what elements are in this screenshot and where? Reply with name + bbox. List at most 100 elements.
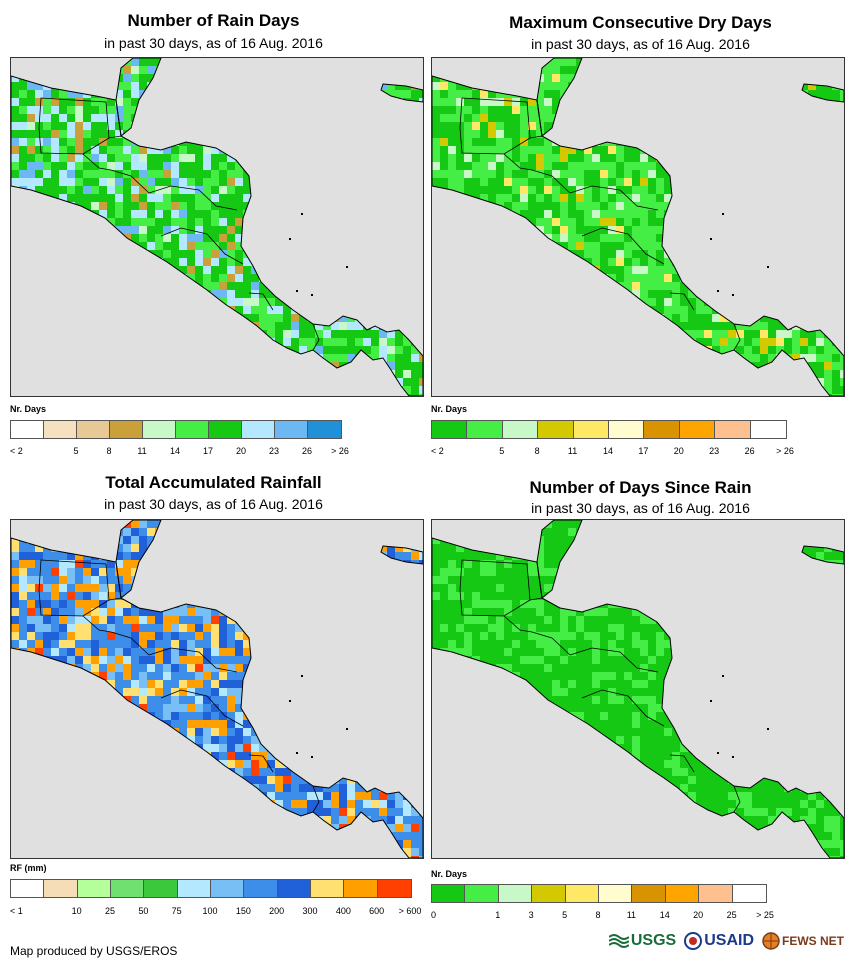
island bbox=[710, 700, 712, 702]
coastline bbox=[536, 520, 583, 599]
country-border bbox=[581, 689, 665, 727]
panel-subtitle: in past 30 days, as of 16 Aug. 2016 bbox=[531, 36, 750, 52]
legend-tick-label: 5 bbox=[73, 446, 79, 456]
legend-tick-label: 10 bbox=[71, 906, 82, 916]
legend-swatch bbox=[732, 885, 766, 902]
legend-tick-label: 20 bbox=[235, 446, 247, 456]
legend-swatch bbox=[644, 421, 680, 438]
coastline bbox=[11, 537, 423, 858]
legend-swatch bbox=[177, 880, 211, 897]
island bbox=[311, 294, 313, 296]
coastline bbox=[432, 537, 844, 858]
panel-title: Number of Days Since Rain bbox=[529, 478, 752, 497]
legend-bar bbox=[431, 884, 767, 903]
legend-swatch bbox=[699, 885, 733, 902]
coastline bbox=[432, 75, 844, 396]
legend-tick-label: 8 bbox=[595, 910, 601, 920]
legend-swatch bbox=[467, 421, 503, 438]
legend-tick-label: > 26 bbox=[776, 446, 794, 456]
coastline bbox=[801, 83, 844, 103]
legend-label: Nr. Days bbox=[431, 404, 468, 414]
legend-tick-label: 14 bbox=[602, 446, 614, 456]
panel-title: Maximum Consecutive Dry Days bbox=[509, 13, 772, 32]
legend-swatch bbox=[209, 421, 242, 438]
legend-swatch bbox=[502, 421, 539, 438]
legend-swatch bbox=[210, 880, 245, 897]
legend-swatch bbox=[538, 421, 574, 438]
legend-swatch bbox=[11, 421, 44, 438]
coastline bbox=[115, 58, 162, 137]
legend-tick-label: 75 bbox=[171, 906, 182, 916]
legend-tick-label: < 2 bbox=[10, 446, 23, 456]
island bbox=[301, 213, 303, 215]
legend-tick-label: > 25 bbox=[756, 910, 774, 920]
legend-swatch bbox=[310, 880, 345, 897]
usgs-logo: USGS bbox=[608, 932, 677, 950]
island bbox=[289, 700, 291, 702]
legend-tick-label: < 2 bbox=[431, 446, 444, 456]
legend-ticks: 0 1 3 5 8 11 14 20 25 > 25 bbox=[431, 910, 774, 922]
panel-total-rainfall: Total Accumulated Rainfall in past 30 da… bbox=[0, 465, 427, 930]
map-days-since-rain bbox=[431, 519, 845, 859]
country-border bbox=[248, 754, 274, 773]
panel-subtitle: in past 30 days, as of 16 Aug. 2016 bbox=[531, 500, 750, 516]
country-border bbox=[569, 185, 659, 211]
country-border bbox=[529, 597, 561, 609]
legend-ticks: < 2 5 8 11 14 17 20 23 26 > 26 bbox=[431, 446, 794, 458]
country-border bbox=[733, 785, 741, 813]
land-grid bbox=[11, 520, 423, 858]
legend-tick-label: 26 bbox=[301, 446, 313, 456]
country-border bbox=[160, 689, 244, 727]
country-border bbox=[82, 153, 150, 194]
country-border bbox=[82, 615, 150, 656]
country-border bbox=[503, 153, 571, 194]
island bbox=[767, 266, 769, 268]
legend-ticks: < 2 5 8 11 14 17 20 23 26 > 26 bbox=[10, 446, 349, 458]
fews-globe-icon bbox=[762, 932, 780, 950]
panel-title: Total Accumulated Rainfall bbox=[105, 473, 322, 492]
legend-swatch bbox=[176, 421, 209, 438]
legend-swatch bbox=[465, 885, 499, 902]
legend-swatch bbox=[432, 885, 466, 902]
coastline bbox=[801, 545, 844, 565]
fews-logo-text: FEWS NET bbox=[782, 934, 844, 948]
country-border bbox=[312, 323, 320, 351]
country-border bbox=[108, 597, 140, 609]
coastline bbox=[115, 520, 162, 599]
legend-bar bbox=[431, 420, 787, 439]
island bbox=[732, 756, 734, 758]
legend-swatch bbox=[665, 885, 700, 902]
island bbox=[722, 675, 724, 677]
legend-tick-label: 26 bbox=[744, 446, 755, 456]
usgs-wave-icon bbox=[608, 934, 629, 948]
map-dry-days bbox=[431, 57, 845, 397]
panel-subtitle: in past 30 days, as of 16 Aug. 2016 bbox=[104, 35, 323, 51]
legend-swatch bbox=[277, 880, 311, 897]
coastline bbox=[11, 75, 423, 396]
legend-swatch bbox=[44, 880, 78, 897]
legend-swatch bbox=[110, 421, 143, 438]
map-rain-days bbox=[10, 57, 424, 397]
logos: USGS USAID FEWS NET bbox=[608, 932, 844, 950]
legend-tick-label: 11 bbox=[137, 446, 147, 456]
island bbox=[301, 675, 303, 677]
panel-title: Number of Rain Days bbox=[127, 11, 300, 30]
legend-swatch bbox=[110, 880, 145, 897]
island bbox=[710, 238, 712, 240]
coastline bbox=[380, 545, 423, 565]
country-border bbox=[312, 785, 320, 813]
legend-tick-label: 8 bbox=[534, 446, 540, 456]
legend-swatch bbox=[77, 421, 110, 438]
legend-bar bbox=[10, 879, 412, 898]
legend-swatch bbox=[608, 421, 645, 438]
island bbox=[346, 266, 348, 268]
legend-tick-label: 17 bbox=[202, 446, 214, 456]
legend-swatch bbox=[44, 421, 77, 438]
legend-swatch bbox=[77, 880, 111, 897]
legend-swatch bbox=[750, 421, 786, 438]
legend-tick-label: 23 bbox=[709, 446, 720, 456]
usgs-logo-text: USGS bbox=[630, 932, 677, 949]
legend-swatch bbox=[598, 885, 633, 902]
legend-swatch bbox=[573, 421, 609, 438]
legend-label: Nr. Days bbox=[10, 404, 47, 414]
